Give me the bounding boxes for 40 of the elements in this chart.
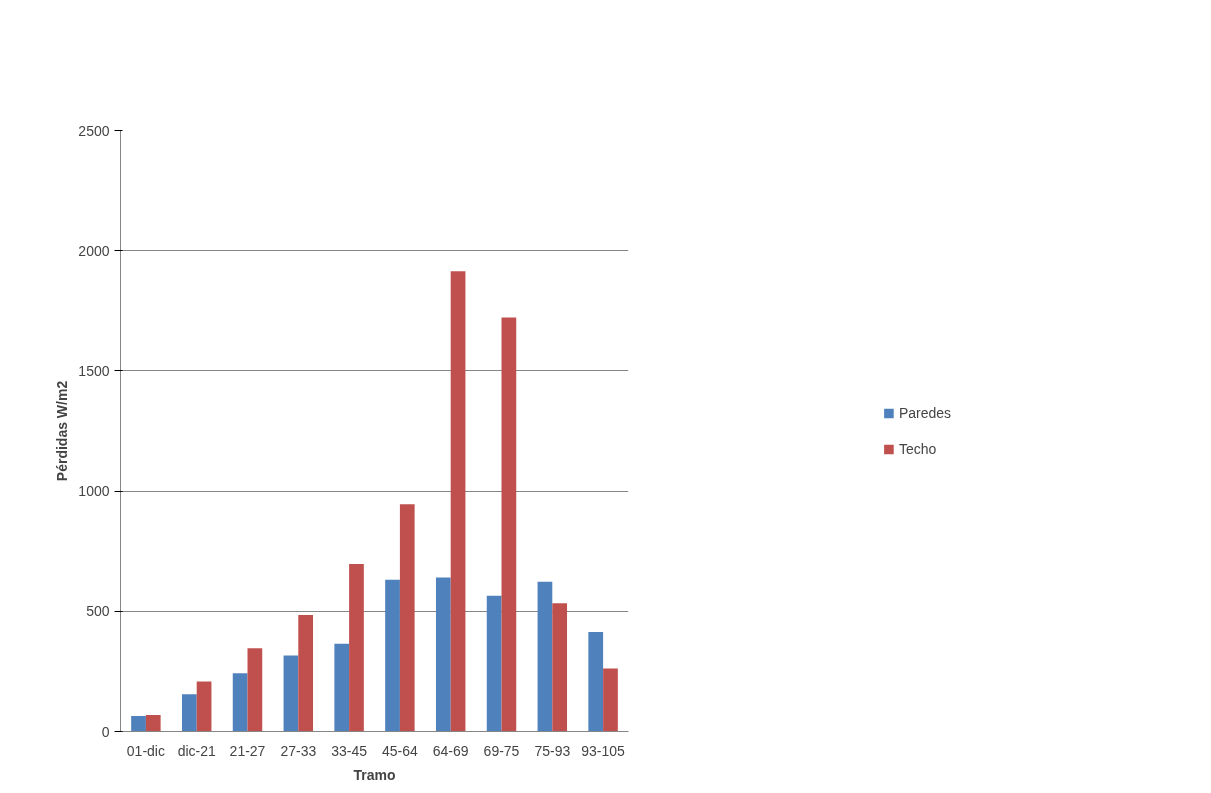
- bar: [232, 673, 248, 732]
- y-tick-label: 0: [101, 723, 110, 740]
- y-tick-label: 2500: [78, 122, 110, 139]
- x-axis-title: Tramo: [353, 766, 396, 783]
- bar: [145, 714, 161, 732]
- bar: [298, 614, 314, 732]
- y-tick-label: 1000: [78, 483, 110, 500]
- y-tick-label: 1500: [78, 362, 110, 379]
- bar: [552, 603, 568, 732]
- x-tick-label: 69-75: [483, 742, 520, 759]
- x-tick-label: 27-33: [280, 742, 317, 759]
- y-tick-label: 500: [86, 603, 110, 620]
- bar: [450, 271, 466, 732]
- bar: [486, 595, 502, 732]
- x-tick-label: 75-93: [534, 742, 571, 759]
- x-tick-label: 33-45: [331, 742, 368, 759]
- bar: [334, 643, 350, 732]
- x-tick-label: 01-dic: [126, 742, 165, 759]
- bar: [537, 581, 553, 732]
- bar: [181, 694, 197, 732]
- legend-label: Paredes: [898, 404, 952, 421]
- x-tick-label: 64-69: [432, 742, 469, 759]
- bar: [588, 631, 604, 732]
- x-tick-label: 45-64: [382, 742, 419, 759]
- x-tick-label: 93-105: [581, 742, 626, 759]
- bar: [283, 655, 299, 732]
- bar: [399, 504, 415, 732]
- x-tick-label: dic-21: [177, 742, 216, 759]
- bar: [603, 668, 618, 732]
- bar: [385, 579, 400, 732]
- x-tick-label: 21-27: [229, 742, 266, 759]
- bar: [349, 563, 364, 732]
- bar: [501, 317, 517, 732]
- bar: [247, 648, 263, 732]
- y-axis-title: Pérdidas W/m2: [54, 380, 71, 482]
- legend-label: Techo: [898, 440, 937, 457]
- y-tick-label: 2000: [78, 242, 110, 259]
- bar: [131, 716, 146, 732]
- bar: [435, 577, 451, 732]
- bar: [196, 681, 212, 732]
